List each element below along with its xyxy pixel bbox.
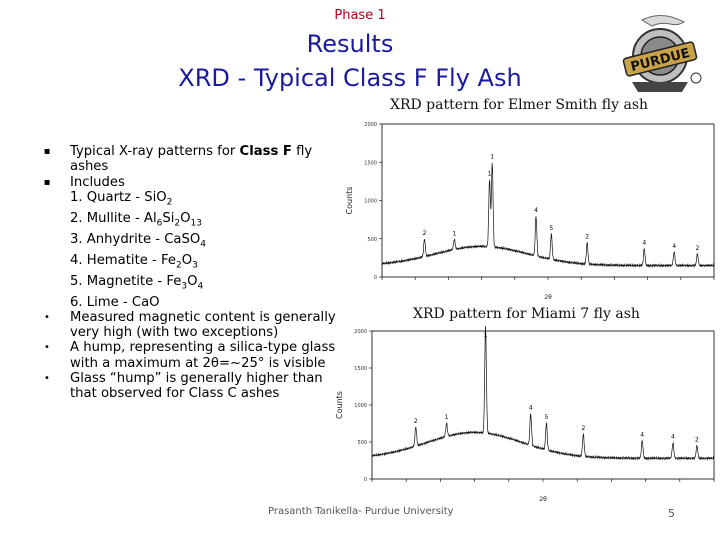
bullet-text: 3	[181, 281, 188, 292]
y-tick-label: 2000	[364, 122, 377, 128]
bullet-text: fly ashes	[70, 144, 313, 175]
bullet-text: 2	[166, 197, 173, 208]
bullet-text: O	[187, 273, 198, 289]
x-axis-label: 2θ	[539, 496, 547, 503]
y-axis-label: Counts	[335, 391, 344, 419]
peak-label: 2	[695, 245, 699, 252]
bullet-text: Measured magnetic content is generally v…	[70, 309, 336, 341]
y-tick-label: 1000	[354, 403, 367, 409]
bullet-marker: •	[44, 311, 50, 323]
slide-title: Results	[306, 30, 394, 58]
bullet-text: Class F	[239, 144, 292, 159]
peak-label: 2	[695, 437, 699, 444]
bullet-text: 2	[175, 260, 182, 271]
peak-label: 4	[529, 404, 533, 411]
plot-frame	[381, 123, 715, 278]
peak-label: 4	[640, 431, 644, 438]
peak-label: 2	[414, 418, 418, 425]
bullet-item: ▪ Typical X-ray patterns for Class F fly …	[40, 144, 340, 175]
chart-caption-miami-7: XRD pattern for Miami 7 fly ash	[413, 306, 640, 322]
peak-label: 2	[581, 425, 585, 432]
bullet-text: Glass “hump” is generally higher than th…	[70, 371, 323, 402]
bullet-text: Typical X-ray patterns for	[70, 144, 240, 159]
y-tick-label: 1500	[364, 160, 377, 166]
bullet-item: • Glass “hump” is generally higher than t…	[40, 371, 340, 402]
peak-label: 1	[490, 154, 494, 161]
peak-label: 1	[484, 332, 488, 339]
bullet-item: 1. Quartz - SiO2	[40, 190, 340, 211]
y-tick-label: 0	[364, 477, 367, 483]
y-axis-label: Counts	[345, 187, 354, 215]
bullet-item: ▪ Includes	[40, 175, 340, 190]
bullet-list: ▪ Typical X-ray patterns for Class F fly …	[40, 144, 340, 402]
peak-label: 1	[488, 170, 492, 177]
peak-label: 4	[642, 240, 646, 247]
bullet-item: 3. Anhydrite - CaSO4	[40, 232, 340, 253]
bullet-text: 3	[192, 260, 198, 271]
bullet-text: 2. Mullite - Al	[70, 210, 157, 226]
bullet-item: 2. Mullite - Al6Si2O13	[40, 211, 340, 232]
bullet-text: 13	[190, 218, 202, 229]
xrd-pattern-line	[381, 162, 715, 269]
xrd-chart-miami-7: 0 500 1000 1500 2000 Counts 2θ 2 1 1 4 5 2 4 4 2	[335, 326, 715, 503]
bullet-text: 4	[200, 239, 206, 250]
y-tick-label: 0	[374, 275, 377, 281]
bullet-text: 1. Quartz - SiO	[70, 189, 167, 205]
peak-label: 1	[452, 230, 456, 237]
phase-label: Phase 1	[334, 8, 386, 23]
peak-label: 5	[549, 225, 553, 232]
peak-label: 4	[672, 243, 676, 250]
bullet-marker: ▪	[43, 176, 51, 188]
bullet-marker: ▪	[43, 146, 51, 157]
y-tick-label: 1500	[354, 366, 367, 372]
y-tick-label: 500	[367, 237, 377, 243]
y-tick-label: 1000	[364, 199, 377, 205]
peak-label: 4	[534, 207, 538, 214]
bullet-marker: •	[44, 342, 50, 354]
bullet-text: 2	[174, 218, 181, 229]
y-tick-label: 500	[357, 440, 367, 446]
bullet-text: Si	[162, 210, 175, 226]
peak-label: 1	[445, 414, 449, 421]
bullet-text: O	[181, 252, 193, 268]
x-axis-label: 2θ	[544, 294, 552, 301]
footer-author: Prasanth Tanikella- Purdue University	[268, 506, 454, 517]
bullet-item: • Measured magnetic content is generally …	[40, 310, 340, 341]
plot-frame	[371, 330, 715, 480]
y-tick-label: 2000	[354, 329, 367, 335]
bullet-text: O	[180, 210, 191, 226]
peak-label: 2	[423, 230, 427, 237]
bullet-text: Includes	[70, 174, 125, 190]
bullet-item: 4. Hematite - Fe2O3	[40, 253, 340, 274]
page-number: 5	[668, 507, 675, 520]
bullet-text: 4	[197, 281, 204, 292]
purdue-train-logo: PURDUE	[622, 15, 702, 92]
xrd-chart-elmer-smith: 0 500 1000 1500 2000 Counts 2θ 2 1 1 1 4 5 2 4 4 2	[345, 122, 715, 301]
bullet-text: 6	[156, 218, 163, 229]
bullet-text: 3. Anhydrite - CaSO	[70, 231, 201, 247]
bullet-text: 6. Lime - CaO	[70, 294, 160, 310]
bullet-item: 6. Lime - CaO	[40, 295, 340, 310]
bullet-item: • A hump, representing a silica-type glas…	[40, 340, 340, 371]
bullet-text: 5. Magnetite - Fe	[70, 273, 182, 289]
bullet-text: A hump, representing a silica-type glass…	[70, 340, 336, 371]
slide-subtitle: XRD - Typical Class F Fly Ash	[178, 64, 522, 92]
peak-label: 2	[585, 234, 589, 241]
xrd-pattern-line	[371, 326, 715, 461]
chart-caption-elmer-smith: XRD pattern for Elmer Smith fly ash	[390, 97, 649, 113]
bullet-item: 5. Magnetite - Fe3O4	[40, 274, 340, 295]
peak-label: 4	[671, 434, 675, 441]
peak-label: 5	[545, 414, 549, 421]
bullet-text: 4. Hematite - Fe	[70, 252, 176, 268]
bullet-marker: •	[44, 373, 50, 385]
